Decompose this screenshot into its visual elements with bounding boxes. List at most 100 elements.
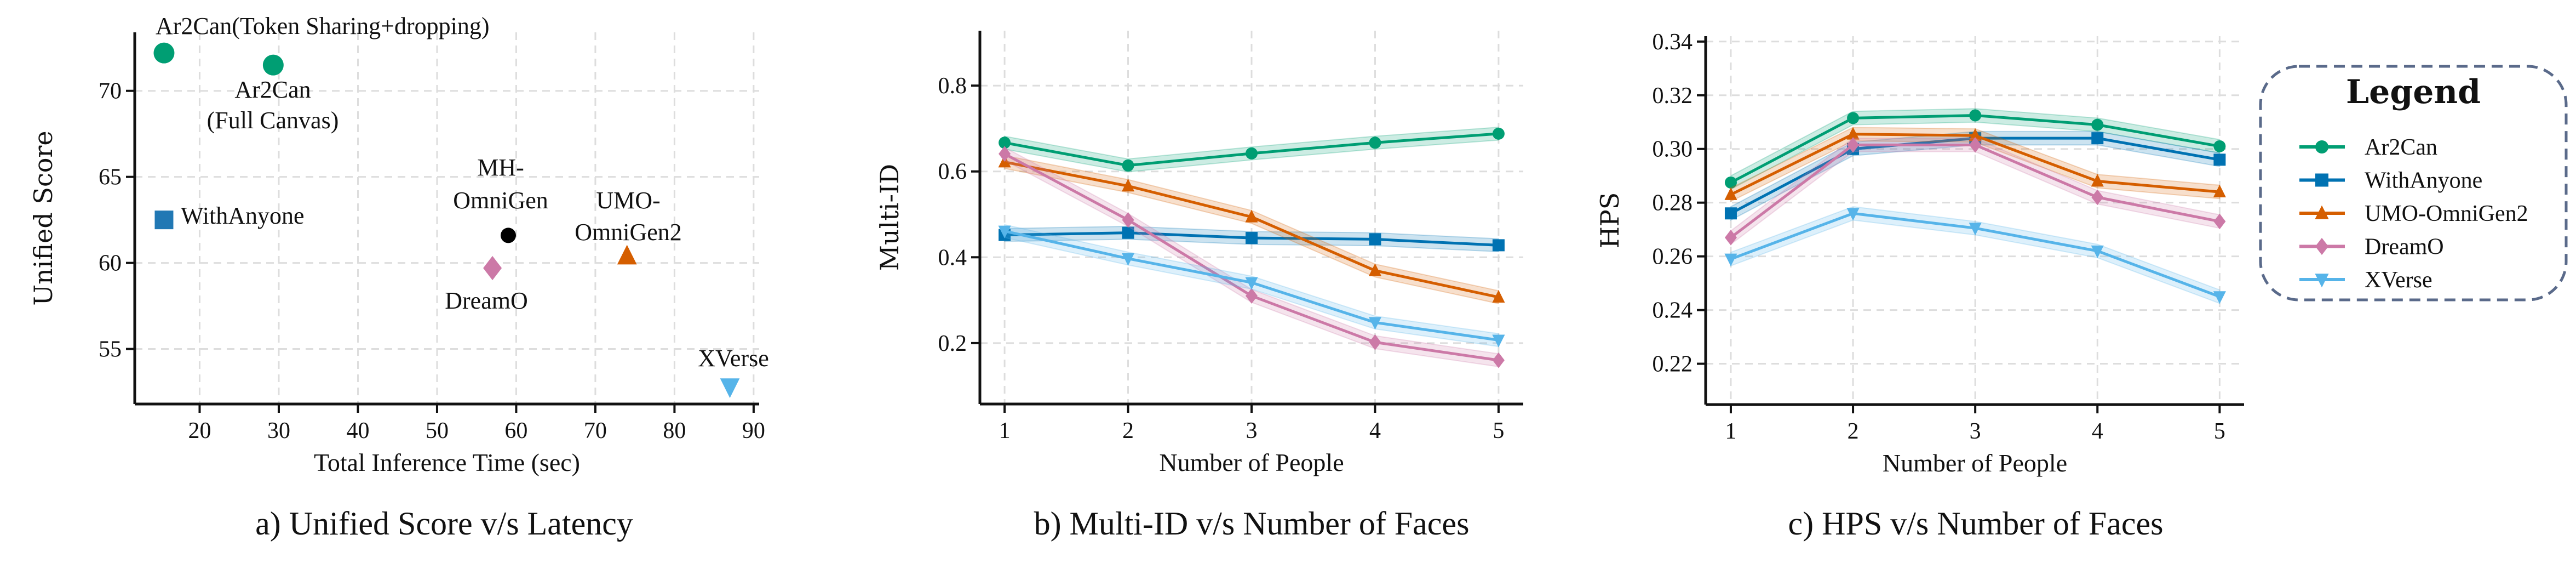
data-point (1245, 277, 1258, 290)
legend-label: XVerse (2365, 268, 2432, 293)
point-label: WithAnyone (181, 202, 305, 229)
data-point (2091, 245, 2104, 259)
legend-title: Legend (2346, 73, 2481, 111)
x-axis-label: Number of People (1883, 449, 2067, 477)
data-point (1969, 137, 1982, 153)
data-point (999, 137, 1011, 149)
y-tick-label: 0.2 (938, 331, 967, 356)
data-point (1492, 127, 1505, 140)
data-point (1969, 223, 1982, 236)
legend-marker (2315, 173, 2328, 187)
y-tick-label: 65 (99, 165, 122, 190)
data-point (999, 146, 1011, 162)
data-point (1369, 233, 1381, 246)
data-point (2091, 174, 2104, 187)
scatter-point (154, 211, 174, 230)
legend-item: WithAnyone (2299, 168, 2482, 194)
data-point (2213, 184, 2226, 197)
data-point (1969, 109, 1982, 122)
y-tick-label: 0.30 (1653, 137, 1693, 162)
data-point (2091, 132, 2104, 145)
y-tick-label: 0.6 (938, 160, 967, 185)
data-point (1846, 208, 1860, 221)
x-tick-label: 90 (742, 418, 765, 443)
legend-marker (2315, 237, 2328, 255)
x-tick-label: 1 (1725, 419, 1736, 444)
data-point (1246, 232, 1258, 244)
data-point (1492, 289, 1505, 303)
x-tick-label: 70 (584, 418, 607, 443)
x-tick-label: 40 (346, 418, 369, 443)
point-label: Ar2Can (234, 76, 311, 103)
data-point (1724, 230, 1737, 246)
data-point (1369, 137, 1381, 149)
x-tick-label: 50 (426, 418, 449, 443)
y-tick-label: 0.32 (1653, 83, 1693, 109)
legend-marker (2315, 205, 2329, 219)
x-tick-label: 80 (663, 418, 686, 443)
data-point (2213, 291, 2226, 304)
data-point (1245, 209, 1258, 223)
data-point (1492, 239, 1505, 252)
data-point (1246, 147, 1258, 160)
caption-c: c) HPS v/s Number of Faces (1788, 505, 2164, 542)
data-point (1368, 263, 1382, 276)
x-tick-label: 5 (1493, 418, 1504, 443)
y-tick-label: 0.8 (938, 73, 967, 99)
data-point (1846, 127, 1860, 140)
y-axis-label: HPS (1595, 192, 1625, 249)
point-label: OmniGen2 (575, 219, 682, 246)
data-point (1246, 288, 1258, 304)
x-tick-label: 4 (2092, 419, 2103, 444)
x-axis-label: Number of People (1159, 448, 1344, 476)
caption-a: a) Unified Score v/s Latency (255, 505, 633, 542)
data-point (1724, 207, 1737, 220)
x-tick-label: 3 (1970, 419, 1981, 444)
x-tick-label: 2 (1122, 418, 1134, 443)
legend-item: Ar2Can (2299, 135, 2437, 160)
legend-frame (2259, 65, 2568, 302)
scatter-point (153, 42, 175, 64)
legend-marker (2315, 140, 2328, 153)
point-label: XVerse (698, 345, 769, 372)
legend-item: DreamO (2299, 235, 2444, 260)
y-tick-label: 0.4 (938, 245, 967, 270)
data-point (998, 225, 1011, 238)
y-tick-label: 70 (99, 79, 122, 104)
legend-item: UMO-OmniGen2 (2299, 201, 2528, 226)
panel-b-multi-id: 1 2 3 4 5 0.2 0.4 0.6 0.8 Number of People Multi-I… (875, 31, 1523, 476)
data-point (2213, 153, 2226, 166)
data-point (1122, 159, 1134, 172)
y-tick-label: 0.28 (1653, 191, 1693, 216)
x-tick-label: 4 (1369, 418, 1381, 443)
data-point (1492, 352, 1505, 368)
data-point (1369, 334, 1381, 350)
data-point (1121, 253, 1135, 266)
scatter-point (500, 228, 516, 243)
data-point (1122, 212, 1134, 228)
legend-label: DreamO (2365, 235, 2444, 260)
y-tick-label: 60 (99, 251, 122, 276)
y-axis-label: Unified Score (28, 130, 58, 305)
x-tick-label: 2 (1848, 419, 1859, 444)
x-tick-label: 30 (267, 418, 290, 443)
data-point (1724, 176, 1737, 189)
data-point (1969, 128, 1982, 141)
x-tick-label: 5 (2214, 419, 2225, 444)
point-label: UMO- (596, 187, 660, 214)
y-tick-label: 55 (99, 337, 122, 362)
legend-item: XVerse (2299, 268, 2432, 293)
y-tick-label: 0.34 (1653, 30, 1693, 55)
legend-marker (2315, 274, 2329, 288)
point-label: OmniGen (453, 187, 548, 214)
data-point (1847, 112, 1860, 124)
scatter-point (262, 54, 284, 76)
point-label: Ar2Can(Token Sharing+dropping) (156, 13, 490, 39)
scatter-point (720, 378, 740, 399)
point-label: DreamO (445, 287, 528, 314)
panel-c-hps: 1 2 3 4 5 0.22 0.24 0.26 0.28 0.30 0.32 0.34 Number … (1595, 30, 2244, 477)
scatter-point (617, 244, 637, 265)
data-point (1847, 137, 1860, 153)
